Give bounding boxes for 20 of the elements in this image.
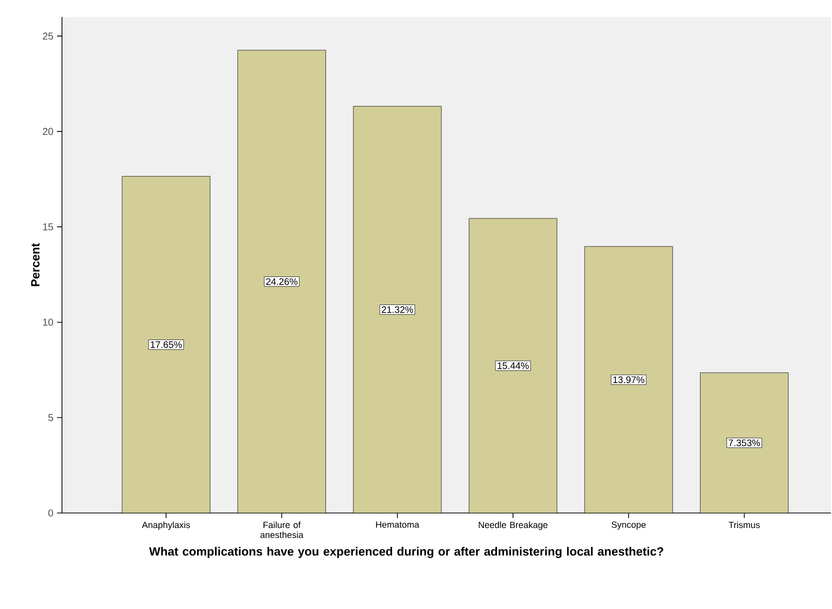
x-tick-label: Trismus (728, 522, 760, 528)
x-tick-label: Needle Breakage (478, 522, 548, 530)
data-label: 7.353% (728, 440, 760, 446)
data-label: 21.32% (382, 306, 414, 313)
y-tick-label: 25 (42, 32, 54, 40)
data-label: 17.65% (150, 341, 182, 348)
x-tick-label: Hematoma (376, 522, 420, 528)
y-tick-label: 0 (48, 509, 54, 517)
data-label: 13.97% (613, 376, 644, 384)
x-tick-label: Syncope (612, 522, 646, 530)
y-axis-title: Percent (31, 243, 40, 286)
x-tick-label: Failure of anesthesia (260, 522, 304, 538)
data-label: 15.44% (498, 362, 529, 370)
x-axis-title: What complications have you experienced during or after administering local anesthetic? (149, 546, 664, 558)
x-tick-label: Anaphylaxis (142, 522, 190, 530)
data-label: 24.26% (266, 278, 298, 285)
y-tick-label: 5 (48, 414, 54, 422)
y-tick-label: 15 (43, 223, 54, 230)
y-tick-label: 10 (43, 318, 54, 326)
y-tick-label: 20 (42, 128, 54, 135)
